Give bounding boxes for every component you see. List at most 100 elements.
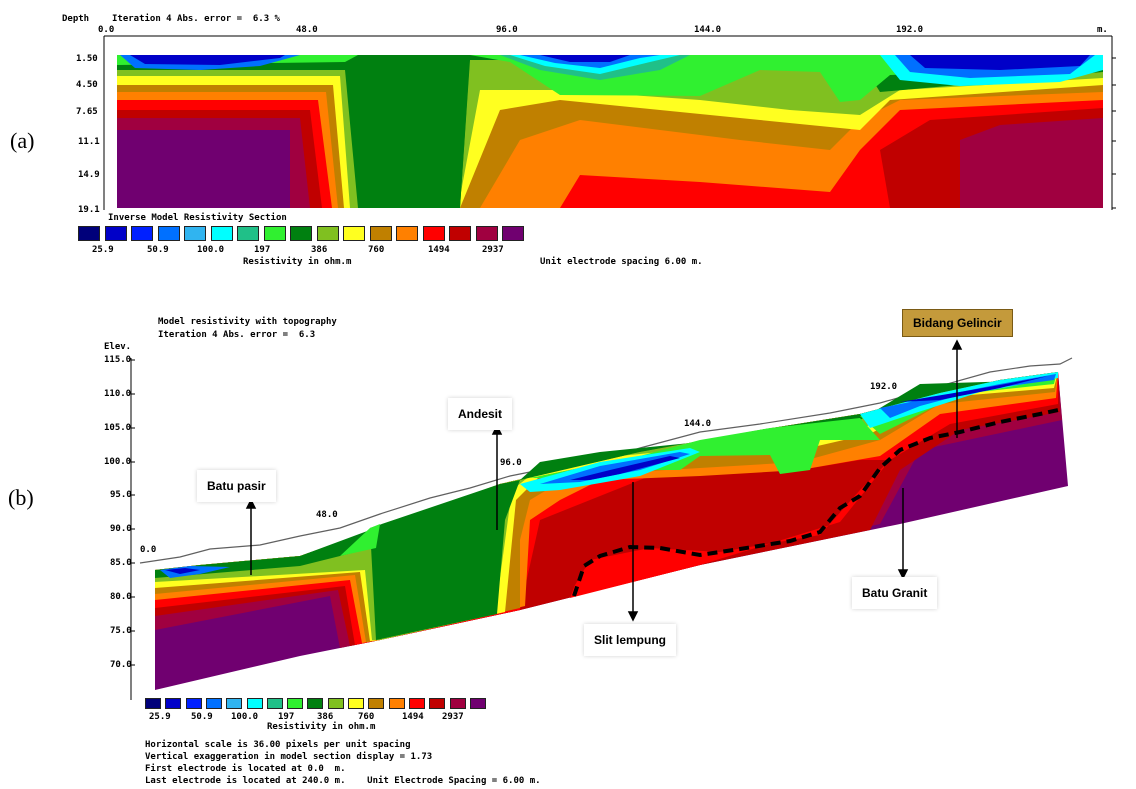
color-swatch [396, 226, 418, 241]
panel-b-note: Horizontal scale is 36.00 pixels per uni… [145, 740, 411, 750]
panel-b-scale-value: 386 [317, 712, 334, 722]
color-swatch [184, 226, 206, 241]
panel-b-scale-value: 100.0 [231, 712, 259, 722]
panel-a-spacing-note: Unit electrode spacing 6.00 m. [540, 257, 703, 267]
color-swatch [369, 226, 392, 241]
color-swatch [145, 698, 161, 709]
panel-b-scale-value: 25.9 [149, 712, 171, 722]
panel-b-scale-value: 50.9 [191, 712, 213, 722]
color-swatch [368, 698, 385, 709]
color-swatch [502, 226, 524, 241]
color-swatch [131, 226, 153, 241]
panel-a-x-tick: 0.0 [98, 25, 115, 35]
annotation-slit-lempung: Slit lempung [584, 624, 676, 656]
annotation-bidang-gelincir: Bidang Gelincir [902, 309, 1013, 337]
annotation-andesit: Andesit [448, 398, 513, 430]
color-swatch [316, 226, 339, 241]
color-swatch [408, 698, 425, 709]
panel-b-elev-tick: 70.0 [110, 660, 132, 670]
panel-a-scale-value: 25.9 [92, 245, 114, 255]
panel-b-label: (b) [8, 485, 34, 510]
panel-a-scale-value: 386 [311, 245, 328, 255]
panel-b-elev-tick: 105.0 [104, 423, 132, 433]
panel-a-depth-tick: 19.1 [78, 205, 100, 215]
panel-a-x-tick: 144.0 [694, 25, 722, 35]
color-swatch [449, 698, 466, 709]
panel-b-note: Vertical exaggeration in model section d… [145, 752, 433, 762]
color-swatch [165, 698, 182, 709]
panel-a-x-tick: 48.0 [296, 25, 318, 35]
panel-a-x-unit: m. [1097, 25, 1108, 35]
panel-a-label: (a) [10, 128, 35, 153]
color-swatch [343, 226, 365, 241]
panel-a-depth-tick: 11.1 [78, 137, 100, 147]
panel-b-x-tick: 192.0 [870, 382, 898, 392]
panel-a-scale-value: 100.0 [197, 245, 225, 255]
panel-b-elev-tick: 115.0 [104, 355, 132, 365]
panel-b-elev-tick: 75.0 [110, 626, 132, 636]
panel-b-elev-tick: 95.0 [110, 490, 132, 500]
panel-b-title-line1: Model resistivity with topography [158, 317, 337, 327]
panel-a-x-tick: 96.0 [496, 25, 518, 35]
panel-b-x-tick: 144.0 [684, 419, 712, 429]
panel-b-scale-value: 1494 [402, 712, 424, 722]
panel-a-depth-tick: 4.50 [76, 80, 98, 90]
panel-a-depth-tick: 1.50 [76, 54, 98, 64]
panel-b-scale-value: 197 [278, 712, 295, 722]
color-swatch [327, 698, 344, 709]
panel-a-section-title: Inverse Model Resistivity Section [108, 213, 287, 223]
color-swatch [469, 698, 486, 709]
color-swatch [78, 226, 100, 241]
panel-a-scale-value: 50.9 [147, 245, 169, 255]
color-swatch [205, 698, 222, 709]
panel-a-depth-header: Depth [62, 14, 90, 24]
color-swatch [388, 698, 405, 709]
color-swatch [237, 226, 259, 241]
color-swatch [287, 698, 304, 709]
color-swatch [429, 698, 446, 709]
annotation-batu-pasir: Batu pasir [197, 470, 276, 502]
color-swatch [475, 226, 498, 241]
panel-b-note: Last electrode is located at 240.0 m. Un… [145, 776, 541, 786]
color-swatch [246, 698, 263, 709]
color-swatch [263, 226, 286, 241]
panel-b-x-tick: 0.0 [140, 545, 157, 555]
color-swatch [210, 226, 233, 241]
panel-b-x-tick: 96.0 [500, 458, 522, 468]
panel-b-scale-value: 2937 [442, 712, 464, 722]
panel-a-iteration-header: Iteration 4 Abs. error = 6.3 % [112, 14, 280, 24]
panel-a-scale-value: 197 [254, 245, 271, 255]
panel-b-title-line2: Iteration 4 Abs. error = 6.3 [158, 330, 316, 340]
annotation-batu-granit: Batu Granit [852, 577, 938, 609]
color-swatch [226, 698, 243, 709]
color-swatch [422, 226, 445, 241]
color-swatch [290, 226, 312, 241]
panel-b-elev-label: Elev. [104, 342, 132, 352]
panel-b-elev-tick: 80.0 [110, 592, 132, 602]
panel-a-depth-tick: 14.9 [78, 170, 100, 180]
color-swatch [104, 226, 127, 241]
panel-b-x-tick: 48.0 [316, 510, 338, 520]
panel-a-x-tick: 192.0 [896, 25, 924, 35]
color-swatch [307, 698, 324, 709]
color-swatch [449, 226, 471, 241]
color-swatch [266, 698, 283, 709]
panel-b-elev-tick: 85.0 [110, 558, 132, 568]
panel-b-elev-tick: 110.0 [104, 389, 132, 399]
panel-b-elev-tick: 100.0 [104, 457, 132, 467]
panel-a-depth-tick: 7.65 [76, 107, 98, 117]
color-swatch [348, 698, 364, 709]
panel-a-scale-caption: Resistivity in ohm.m [243, 257, 352, 267]
slip-plane-dashed-line [572, 408, 1059, 597]
panel-b-scale-caption: Resistivity in ohm.m [267, 722, 376, 732]
color-swatch [185, 698, 202, 709]
color-swatch [157, 226, 180, 241]
panel-a-scale-value: 1494 [428, 245, 450, 255]
panel-b-elev-tick: 90.0 [110, 524, 132, 534]
panel-a-scale-value: 2937 [482, 245, 504, 255]
panel-a-scale-value: 760 [368, 245, 385, 255]
panel-b-scale-value: 760 [358, 712, 375, 722]
panel-b-note: First electrode is located at 0.0 m. [145, 764, 346, 774]
